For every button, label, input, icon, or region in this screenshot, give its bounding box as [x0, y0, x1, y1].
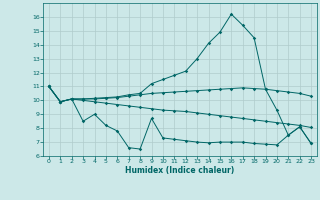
- X-axis label: Humidex (Indice chaleur): Humidex (Indice chaleur): [125, 166, 235, 175]
